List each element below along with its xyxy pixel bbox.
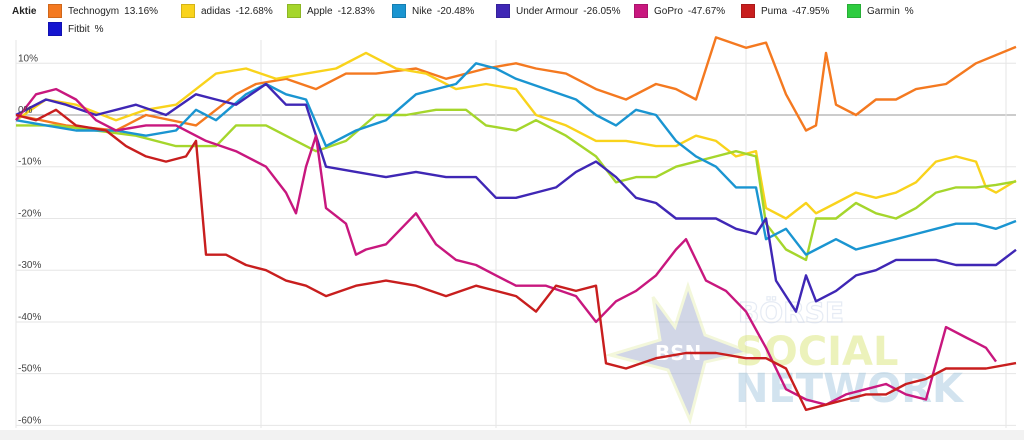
legend-title: Aktie: [12, 6, 37, 17]
legend-item[interactable]: GoPro -47.67%: [634, 4, 725, 18]
watermark: BSN BÖRSE SOCIAL NETWORK: [604, 281, 965, 425]
legend-swatch: [741, 4, 755, 18]
legend-item[interactable]: Puma -47.95%: [741, 4, 829, 18]
legend-series-name: Nike: [412, 5, 433, 17]
watermark-line1: BÖRSE: [738, 295, 844, 329]
legend: Aktie Technogym 13.16% adidas -12.68% Apple -…: [0, 0, 1024, 40]
legend-series-name: adidas: [201, 5, 231, 17]
legend-item[interactable]: Garmin%: [847, 4, 914, 18]
legend-series-value: -26.05%: [583, 5, 621, 17]
watermark-line3: NETWORK: [735, 366, 965, 412]
legend-series-value: -12.68%: [235, 5, 273, 17]
legend-item[interactable]: Technogym 13.16%: [48, 4, 158, 18]
legend-series-name: Fitbit: [68, 23, 90, 35]
grid: [15, 40, 1016, 428]
y-tick-label: -60%: [18, 415, 41, 426]
y-tick-label: -10%: [18, 157, 41, 168]
legend-swatch: [634, 4, 648, 18]
series-line[interactable]: [16, 108, 1017, 262]
legend-series-value: -12.83%: [337, 5, 375, 17]
legend-item[interactable]: Nike -20.48%: [392, 4, 474, 18]
legend-series-name: Puma: [761, 5, 788, 17]
legend-series-name: Technogym: [68, 5, 120, 17]
watermark-line2: SOCIAL: [735, 329, 899, 375]
series-line[interactable]: [15, 36, 1017, 132]
legend-series-name: Under Armour: [516, 5, 579, 17]
y-tick-label: -30%: [18, 260, 41, 271]
legend-series-value: %: [904, 5, 914, 17]
legend-series-name: Apple: [307, 5, 333, 17]
y-tick-label: 10%: [18, 53, 38, 64]
y-tick-label: -40%: [18, 312, 41, 323]
legend-series-value: -20.48%: [437, 5, 475, 17]
legend-item[interactable]: Under Armour -26.05%: [496, 4, 621, 18]
legend-swatch: [287, 4, 301, 18]
legend-swatch: [392, 4, 406, 18]
legend-series-value: 13.16%: [124, 5, 159, 17]
legend-swatch: [48, 4, 62, 18]
legend-series-value: %: [94, 23, 104, 35]
y-tick-label: -20%: [18, 208, 41, 219]
legend-item[interactable]: adidas -12.68%: [181, 4, 273, 18]
series-line[interactable]: [15, 51, 1017, 220]
series-line[interactable]: [15, 62, 1017, 256]
legend-series-name: GoPro: [654, 5, 683, 17]
legend-swatch: [181, 4, 195, 18]
legend-swatch: [48, 22, 62, 36]
scroll-track[interactable]: [0, 430, 1024, 440]
legend-swatch: [496, 4, 510, 18]
legend-item[interactable]: Fitbit%: [48, 22, 104, 36]
legend-series-value: -47.95%: [792, 5, 830, 17]
legend-series-name: Garmin: [867, 5, 900, 17]
legend-item[interactable]: Apple -12.83%: [287, 4, 375, 18]
legend-swatch: [847, 4, 861, 18]
legend-series-value: -47.67%: [687, 5, 726, 17]
y-tick-label: 0%: [18, 105, 33, 116]
series-line[interactable]: [15, 82, 1017, 313]
y-tick-labels: 10% 0% -10% -20% -30% -40% -50% -60%: [18, 53, 41, 426]
series-line[interactable]: [15, 108, 1017, 412]
series-line[interactable]: [15, 87, 997, 406]
series-group: [15, 36, 1017, 412]
y-tick-label: -50%: [18, 364, 41, 375]
